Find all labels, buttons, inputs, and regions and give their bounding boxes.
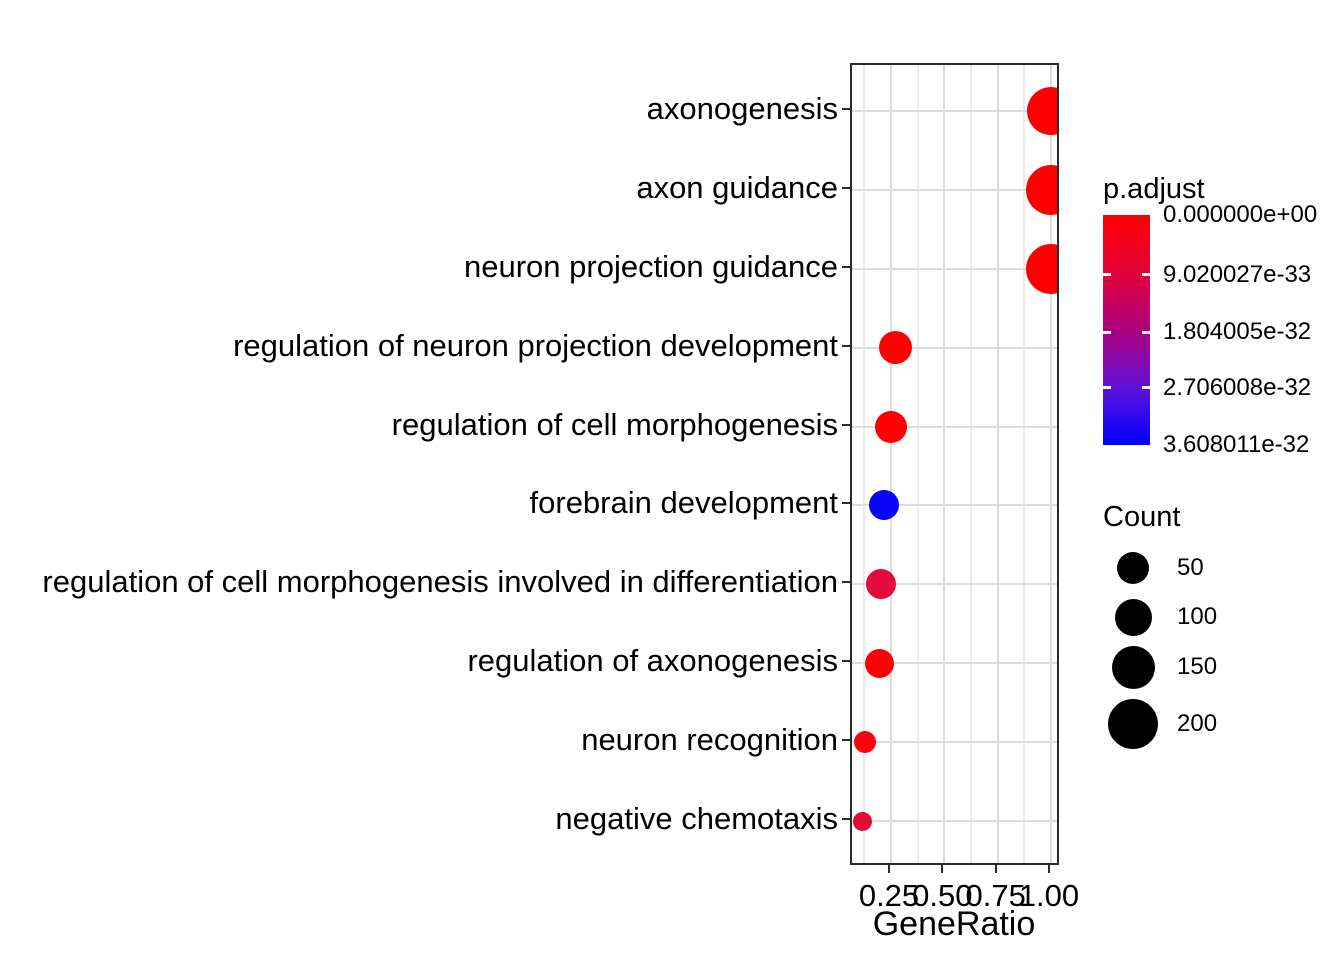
gridline-minor-vertical: [969, 65, 972, 863]
gridline-major-vertical: [1049, 65, 1052, 863]
count-legend-title: Count: [1103, 501, 1181, 533]
data-point: [1026, 87, 1057, 135]
data-point: [868, 490, 899, 521]
colorbar-tick-label: 9.020027e-33: [1163, 260, 1312, 288]
colorbar-tick: [1103, 273, 1111, 277]
y-axis-label: regulation of cell morphogenesis involve…: [42, 564, 838, 600]
x-axis-tick: [888, 865, 890, 873]
y-axis-label: neuron recognition: [581, 722, 838, 758]
data-point: [866, 569, 897, 600]
colorbar-tick: [1142, 330, 1150, 334]
colorbar-tick-label: 0.000000e+00: [1163, 201, 1318, 228]
gridline-major-horizontal: [852, 188, 1057, 191]
gridline-major-horizontal: [852, 662, 1057, 665]
gridline-major-vertical: [890, 65, 892, 863]
gridline-major-horizontal: [852, 583, 1057, 586]
data-point: [1025, 164, 1057, 215]
plot-panel: [850, 63, 1059, 865]
x-axis-tick-label: 0.75: [965, 878, 1026, 913]
y-axis-tick: [842, 423, 850, 426]
colorbar-tick: [1103, 330, 1111, 334]
y-axis-label: regulation of cell morphogenesis: [391, 406, 838, 442]
gridline-major-horizontal: [852, 110, 1057, 112]
gridline-major-horizontal: [852, 267, 1057, 270]
y-axis-tick: [842, 265, 850, 268]
y-axis-label: regulation of axonogenesis: [467, 643, 838, 679]
y-axis-label: negative chemotaxis: [555, 801, 838, 836]
y-axis-label: regulation of neuron projection developm…: [233, 327, 838, 363]
p-adjust-legend-title: p.adjust: [1103, 173, 1205, 205]
x-axis-tick-label: 0.50: [912, 878, 973, 913]
count-legend-label: 100: [1177, 603, 1218, 630]
y-axis-label: forebrain development: [529, 485, 838, 521]
data-point: [878, 331, 912, 365]
colorbar-tick: [1142, 273, 1150, 277]
y-axis-label: axonogenesis: [646, 91, 838, 126]
data-point: [852, 811, 872, 831]
x-axis-tick: [994, 865, 997, 873]
y-axis-tick: [842, 739, 850, 742]
y-axis-label: axon guidance: [636, 169, 838, 205]
colorbar-tick: [1142, 386, 1150, 389]
gridline-major-horizontal: [852, 741, 1057, 744]
count-legend-dot: [1108, 699, 1158, 749]
gridline-minor-vertical: [916, 65, 919, 863]
y-axis-tick: [842, 660, 850, 663]
y-axis-tick: [842, 581, 850, 584]
x-axis-tick-label: 0.25: [858, 878, 920, 913]
colorbar-tick: [1103, 386, 1111, 389]
gridline-major-vertical: [996, 65, 999, 863]
data-point: [854, 731, 877, 754]
data-point: [864, 648, 894, 678]
gridline-major-horizontal: [852, 425, 1057, 428]
y-axis-tick: [842, 108, 850, 110]
gridline-major-vertical: [943, 65, 946, 863]
y-axis-tick: [842, 344, 850, 347]
colorbar-tick-label: 1.804005e-32: [1163, 318, 1312, 346]
count-legend-dot: [1117, 552, 1149, 584]
count-legend-dot: [1111, 645, 1155, 689]
gridline-minor-vertical: [863, 65, 866, 863]
count-legend-label: 50: [1177, 554, 1204, 581]
count-legend-label: 150: [1177, 653, 1218, 680]
gridline-major-horizontal: [852, 346, 1057, 349]
count-legend-label: 200: [1177, 710, 1218, 737]
y-axis-label: neuron projection guidance: [464, 248, 838, 284]
x-axis-tick-label: 1.00: [1018, 878, 1080, 913]
data-point: [875, 410, 907, 443]
gridline-major-horizontal: [852, 504, 1057, 507]
y-axis-tick: [842, 818, 850, 820]
y-axis-tick: [842, 502, 850, 505]
x-axis-tick: [941, 865, 944, 873]
gridline-major-horizontal: [852, 820, 1057, 822]
x-axis-tick: [1047, 865, 1050, 873]
p-adjust-gradient-bar: [1103, 215, 1150, 445]
gridline-minor-vertical: [1023, 65, 1026, 863]
count-legend-dot: [1114, 598, 1152, 636]
colorbar-tick-label: 2.706008e-32: [1163, 373, 1312, 401]
x-axis-title: GeneRatio: [872, 905, 1036, 943]
y-axis-tick: [842, 186, 850, 189]
data-point: [1025, 243, 1057, 294]
colorbar-tick-label: 3.608011e-32: [1163, 431, 1310, 458]
